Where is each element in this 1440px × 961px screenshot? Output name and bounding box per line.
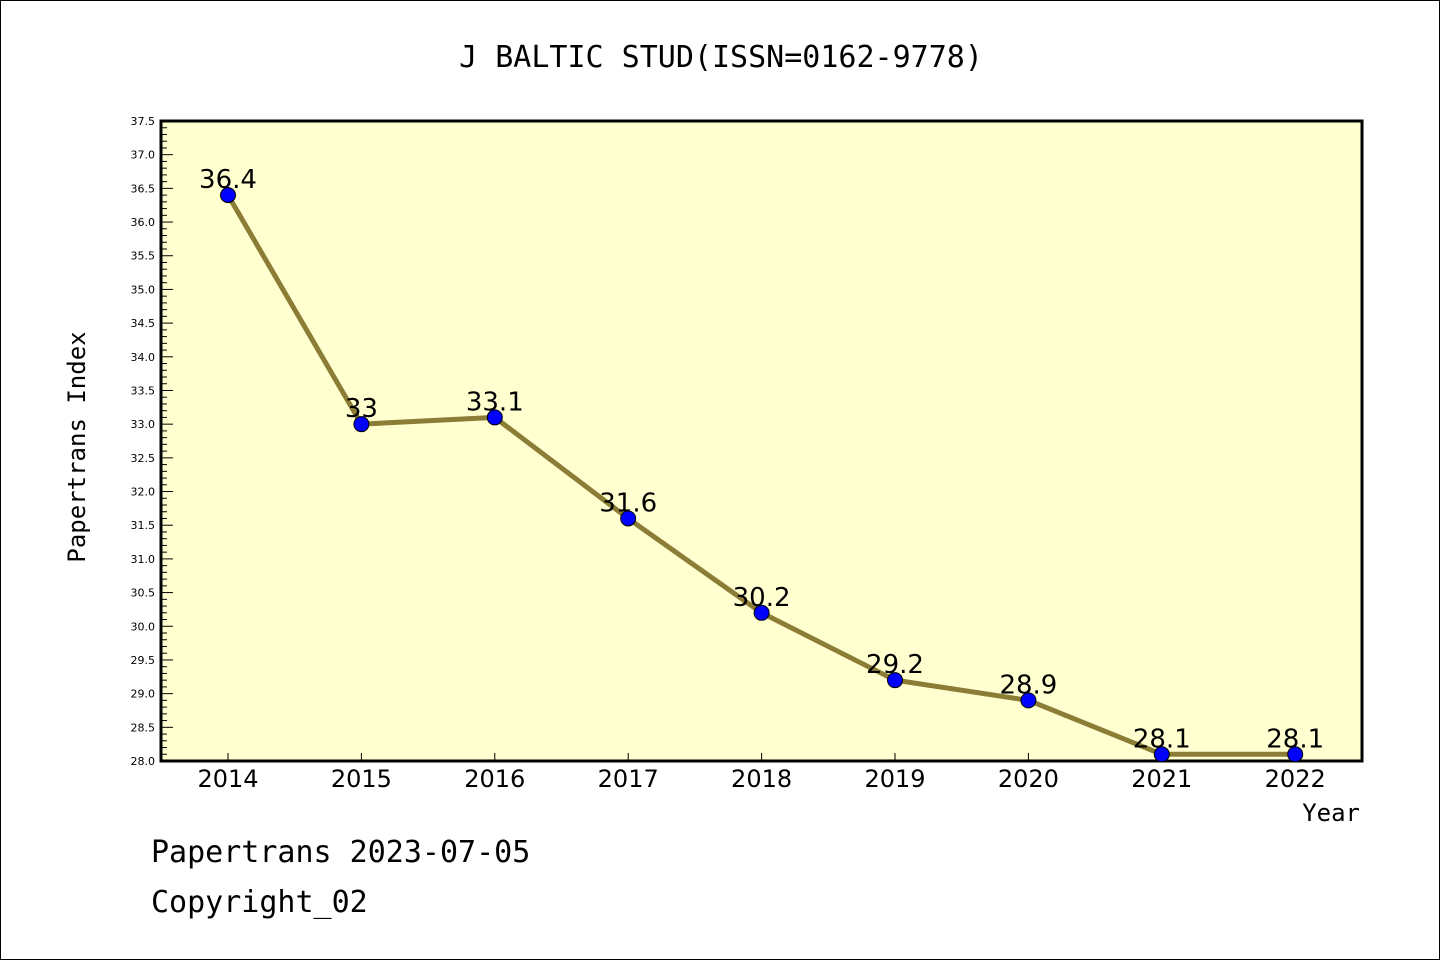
x-tick-label: 2019 bbox=[864, 765, 925, 793]
y-tick-label: 36.5 bbox=[131, 182, 156, 195]
data-point bbox=[1020, 692, 1037, 709]
data-label: 28.1 bbox=[1133, 724, 1191, 754]
data-label: 31.6 bbox=[599, 488, 657, 518]
data-labels: 36.4 33 33.1 31.6 30.2 29.2 28.9 28.1 28.1 bbox=[199, 165, 1324, 754]
data-label: 28.9 bbox=[999, 670, 1057, 700]
y-axis-title: Papertrans Index bbox=[63, 331, 91, 562]
data-points bbox=[220, 187, 1304, 763]
y-tick-label: 35.5 bbox=[131, 250, 156, 263]
y-tick-label: 29.0 bbox=[131, 688, 156, 701]
y-tick-label: 32.0 bbox=[131, 486, 156, 499]
y-tick-label: 37.0 bbox=[131, 149, 156, 162]
footer-date: Papertrans 2023-07-05 bbox=[151, 835, 531, 870]
data-point bbox=[887, 672, 903, 689]
data-point bbox=[486, 409, 503, 426]
data-point bbox=[1153, 746, 1170, 763]
x-tick-label: 2016 bbox=[464, 765, 525, 793]
x-axis: 2014 2015 2016 2017 2018 2019 2020 2021 2022 bbox=[197, 753, 1326, 793]
data-label: 29.2 bbox=[866, 650, 924, 680]
x-tick-label: 2017 bbox=[598, 765, 659, 793]
y-tick-label: 33.5 bbox=[131, 384, 156, 397]
x-tick-label: 2021 bbox=[1131, 765, 1192, 793]
data-label: 33 bbox=[345, 394, 378, 424]
y-tick-label: 31.0 bbox=[131, 553, 156, 566]
y-tick-label: 32.5 bbox=[131, 452, 156, 465]
y-tick-label: 34.5 bbox=[131, 317, 156, 330]
data-point bbox=[620, 510, 637, 527]
y-tick-label: 29.5 bbox=[131, 654, 156, 667]
data-point bbox=[353, 416, 370, 433]
y-tick-label: 37.5 bbox=[131, 115, 156, 128]
footer-copyright: Copyright_02 bbox=[151, 885, 368, 920]
data-point bbox=[220, 187, 236, 204]
plot-area bbox=[159, 119, 1364, 763]
chart-title: J BALTIC STUD(ISSN=0162-9778) bbox=[459, 40, 983, 75]
y-tick-label: 28.5 bbox=[131, 721, 156, 734]
x-tick-label: 2014 bbox=[197, 765, 258, 793]
y-tick-label: 30.5 bbox=[131, 587, 156, 600]
data-label: 28.1 bbox=[1266, 724, 1324, 754]
y-axis: 28.0 28.5 29.0 29.5 30.0 30.5 31.0 31.5 32.0 32.5… bbox=[131, 115, 173, 768]
data-label: 30.2 bbox=[733, 583, 791, 613]
x-tick-label: 2018 bbox=[731, 765, 792, 793]
y-tick-label: 28.0 bbox=[131, 755, 156, 768]
x-axis-title: Year bbox=[1302, 799, 1360, 827]
x-tick-label: 2020 bbox=[998, 765, 1059, 793]
y-tick-label: 31.5 bbox=[131, 519, 156, 532]
data-label: 33.1 bbox=[466, 387, 524, 417]
x-tick-label: 2015 bbox=[331, 765, 392, 793]
y-tick-label: 30.0 bbox=[131, 620, 156, 633]
y-tick-label: 33.0 bbox=[131, 418, 156, 431]
data-label: 36.4 bbox=[199, 165, 257, 195]
y-tick-label: 34.0 bbox=[131, 351, 156, 364]
y-tick-label: 35.0 bbox=[131, 283, 156, 296]
y-tick-label: 36.0 bbox=[131, 216, 156, 229]
x-tick-label: 2022 bbox=[1265, 765, 1326, 793]
data-point bbox=[753, 604, 770, 621]
data-point bbox=[1287, 746, 1304, 763]
